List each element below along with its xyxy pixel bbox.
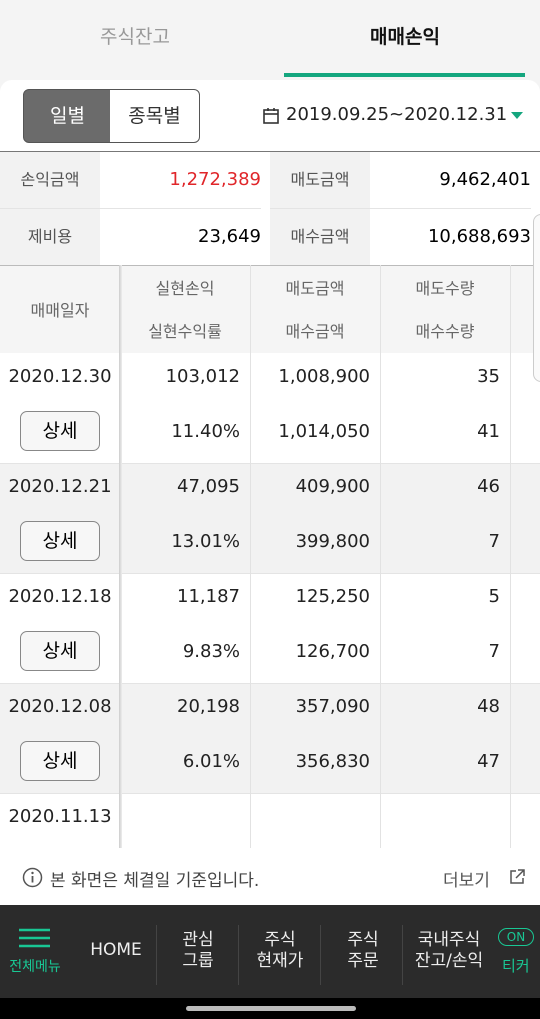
scroll-handle xyxy=(533,214,540,382)
summary-label: 매도금액 xyxy=(270,152,370,209)
calendar-icon xyxy=(263,108,279,124)
footnote: 본 화면은 체결일 기준입니다. xyxy=(50,871,260,891)
ticker-label[interactable]: 티커 xyxy=(502,957,530,975)
summary-label: 제비용 xyxy=(0,209,100,266)
nav-item[interactable]: HOME xyxy=(90,940,142,960)
sell-amount: 409,900 xyxy=(295,476,370,497)
column-header: 매수금액 xyxy=(285,322,345,341)
tab-bar xyxy=(0,0,540,80)
detail-button[interactable]: 상세 xyxy=(20,631,100,671)
rate: 13.01% xyxy=(171,531,240,552)
summary-value: 9,462,401 xyxy=(370,152,531,209)
summary-value: 10,688,693 xyxy=(370,209,531,266)
buy-qty: 7 xyxy=(488,641,500,662)
footer xyxy=(0,848,540,905)
column-divider xyxy=(250,265,251,848)
rate: 11.40% xyxy=(171,421,240,442)
ticker-badge[interactable]: ON xyxy=(498,928,534,946)
summary-value: 1,272,389 xyxy=(100,152,261,209)
column-header: 매도금액 xyxy=(285,279,345,298)
tab[interactable]: 주식잔고 xyxy=(100,26,170,48)
table-row xyxy=(0,793,540,849)
sell-qty: 35 xyxy=(477,366,500,387)
nav-separator xyxy=(320,925,321,985)
detail-button[interactable]: 상세 xyxy=(20,521,100,561)
sell-qty: 46 xyxy=(477,476,500,497)
home-indicator xyxy=(186,1006,356,1011)
menu-icon[interactable] xyxy=(19,928,50,948)
column-header: 매매일자 xyxy=(30,301,90,320)
bottom-nav xyxy=(0,905,540,998)
nav-item[interactable]: 국내주식 xyxy=(417,930,481,950)
nav-item[interactable]: 주문 xyxy=(347,951,379,971)
buy-amount: 356,830 xyxy=(295,751,370,772)
date-range[interactable]: 2019.09.25~2020.12.31 xyxy=(286,104,508,125)
column-header: 실현수익률 xyxy=(148,322,222,341)
profit: 47,095 xyxy=(177,476,240,497)
nav-item[interactable]: 주식 xyxy=(264,930,296,950)
trade-date: 2020.12.30 xyxy=(8,366,112,387)
nav-item[interactable]: 전체메뉴 xyxy=(9,959,61,975)
toggle[interactable]: 종목별 xyxy=(110,89,200,143)
divider xyxy=(0,151,540,152)
nav-separator xyxy=(156,925,157,985)
sell-qty: 48 xyxy=(477,696,500,717)
profit: 11,187 xyxy=(177,586,240,607)
nav-separator xyxy=(402,925,403,985)
trade-date: 2020.12.18 xyxy=(8,586,112,607)
buy-amount: 1,014,050 xyxy=(278,421,370,442)
detail-button[interactable]: 상세 xyxy=(20,741,100,781)
column-header: 매도수량 xyxy=(415,279,475,298)
nav-separator xyxy=(238,925,239,985)
buy-amount: 126,700 xyxy=(295,641,370,662)
nav-item[interactable]: 주식 xyxy=(347,930,379,950)
nav-item[interactable]: 잔고/손익 xyxy=(414,951,484,971)
external-icon[interactable] xyxy=(508,868,526,886)
tab-active[interactable]: 매매손익 xyxy=(370,26,440,48)
sell-amount: 125,250 xyxy=(295,586,370,607)
rate: 6.01% xyxy=(182,751,240,772)
buy-qty: 47 xyxy=(477,751,500,772)
nav-item[interactable]: 관심 xyxy=(182,930,214,950)
tab-indicator xyxy=(284,73,525,77)
trade-date: 2020.12.08 xyxy=(8,696,112,717)
profit: 20,198 xyxy=(177,696,240,717)
buy-amount: 399,800 xyxy=(295,531,370,552)
nav-item[interactable]: 그룹 xyxy=(182,951,214,971)
profit: 103,012 xyxy=(165,366,240,387)
trade-date: 2020.11.13 xyxy=(8,806,112,827)
column-divider xyxy=(510,265,511,848)
toggle-active[interactable]: 일별 xyxy=(23,89,112,143)
buy-qty: 7 xyxy=(488,531,500,552)
more-link[interactable]: 더보기 xyxy=(443,871,490,891)
sell-amount: 357,090 xyxy=(295,696,370,717)
dropdown-arrow[interactable] xyxy=(510,111,524,120)
info-icon xyxy=(22,867,43,888)
column-header: 실현손익 xyxy=(155,279,215,298)
column-divider xyxy=(380,265,381,848)
summary-label: 매수금액 xyxy=(270,209,370,266)
trade-date: 2020.12.21 xyxy=(8,476,112,497)
detail-button[interactable]: 상세 xyxy=(20,411,100,451)
summary-value: 23,649 xyxy=(100,209,261,266)
sell-qty: 5 xyxy=(488,586,500,607)
nav-item[interactable]: 현재가 xyxy=(256,951,304,971)
buy-qty: 41 xyxy=(477,421,500,442)
summary-label: 손익금액 xyxy=(0,152,100,209)
column-header: 매수수량 xyxy=(415,322,475,341)
sell-amount: 1,008,900 xyxy=(278,366,370,387)
rate: 9.83% xyxy=(182,641,240,662)
column-shadow xyxy=(119,265,122,848)
